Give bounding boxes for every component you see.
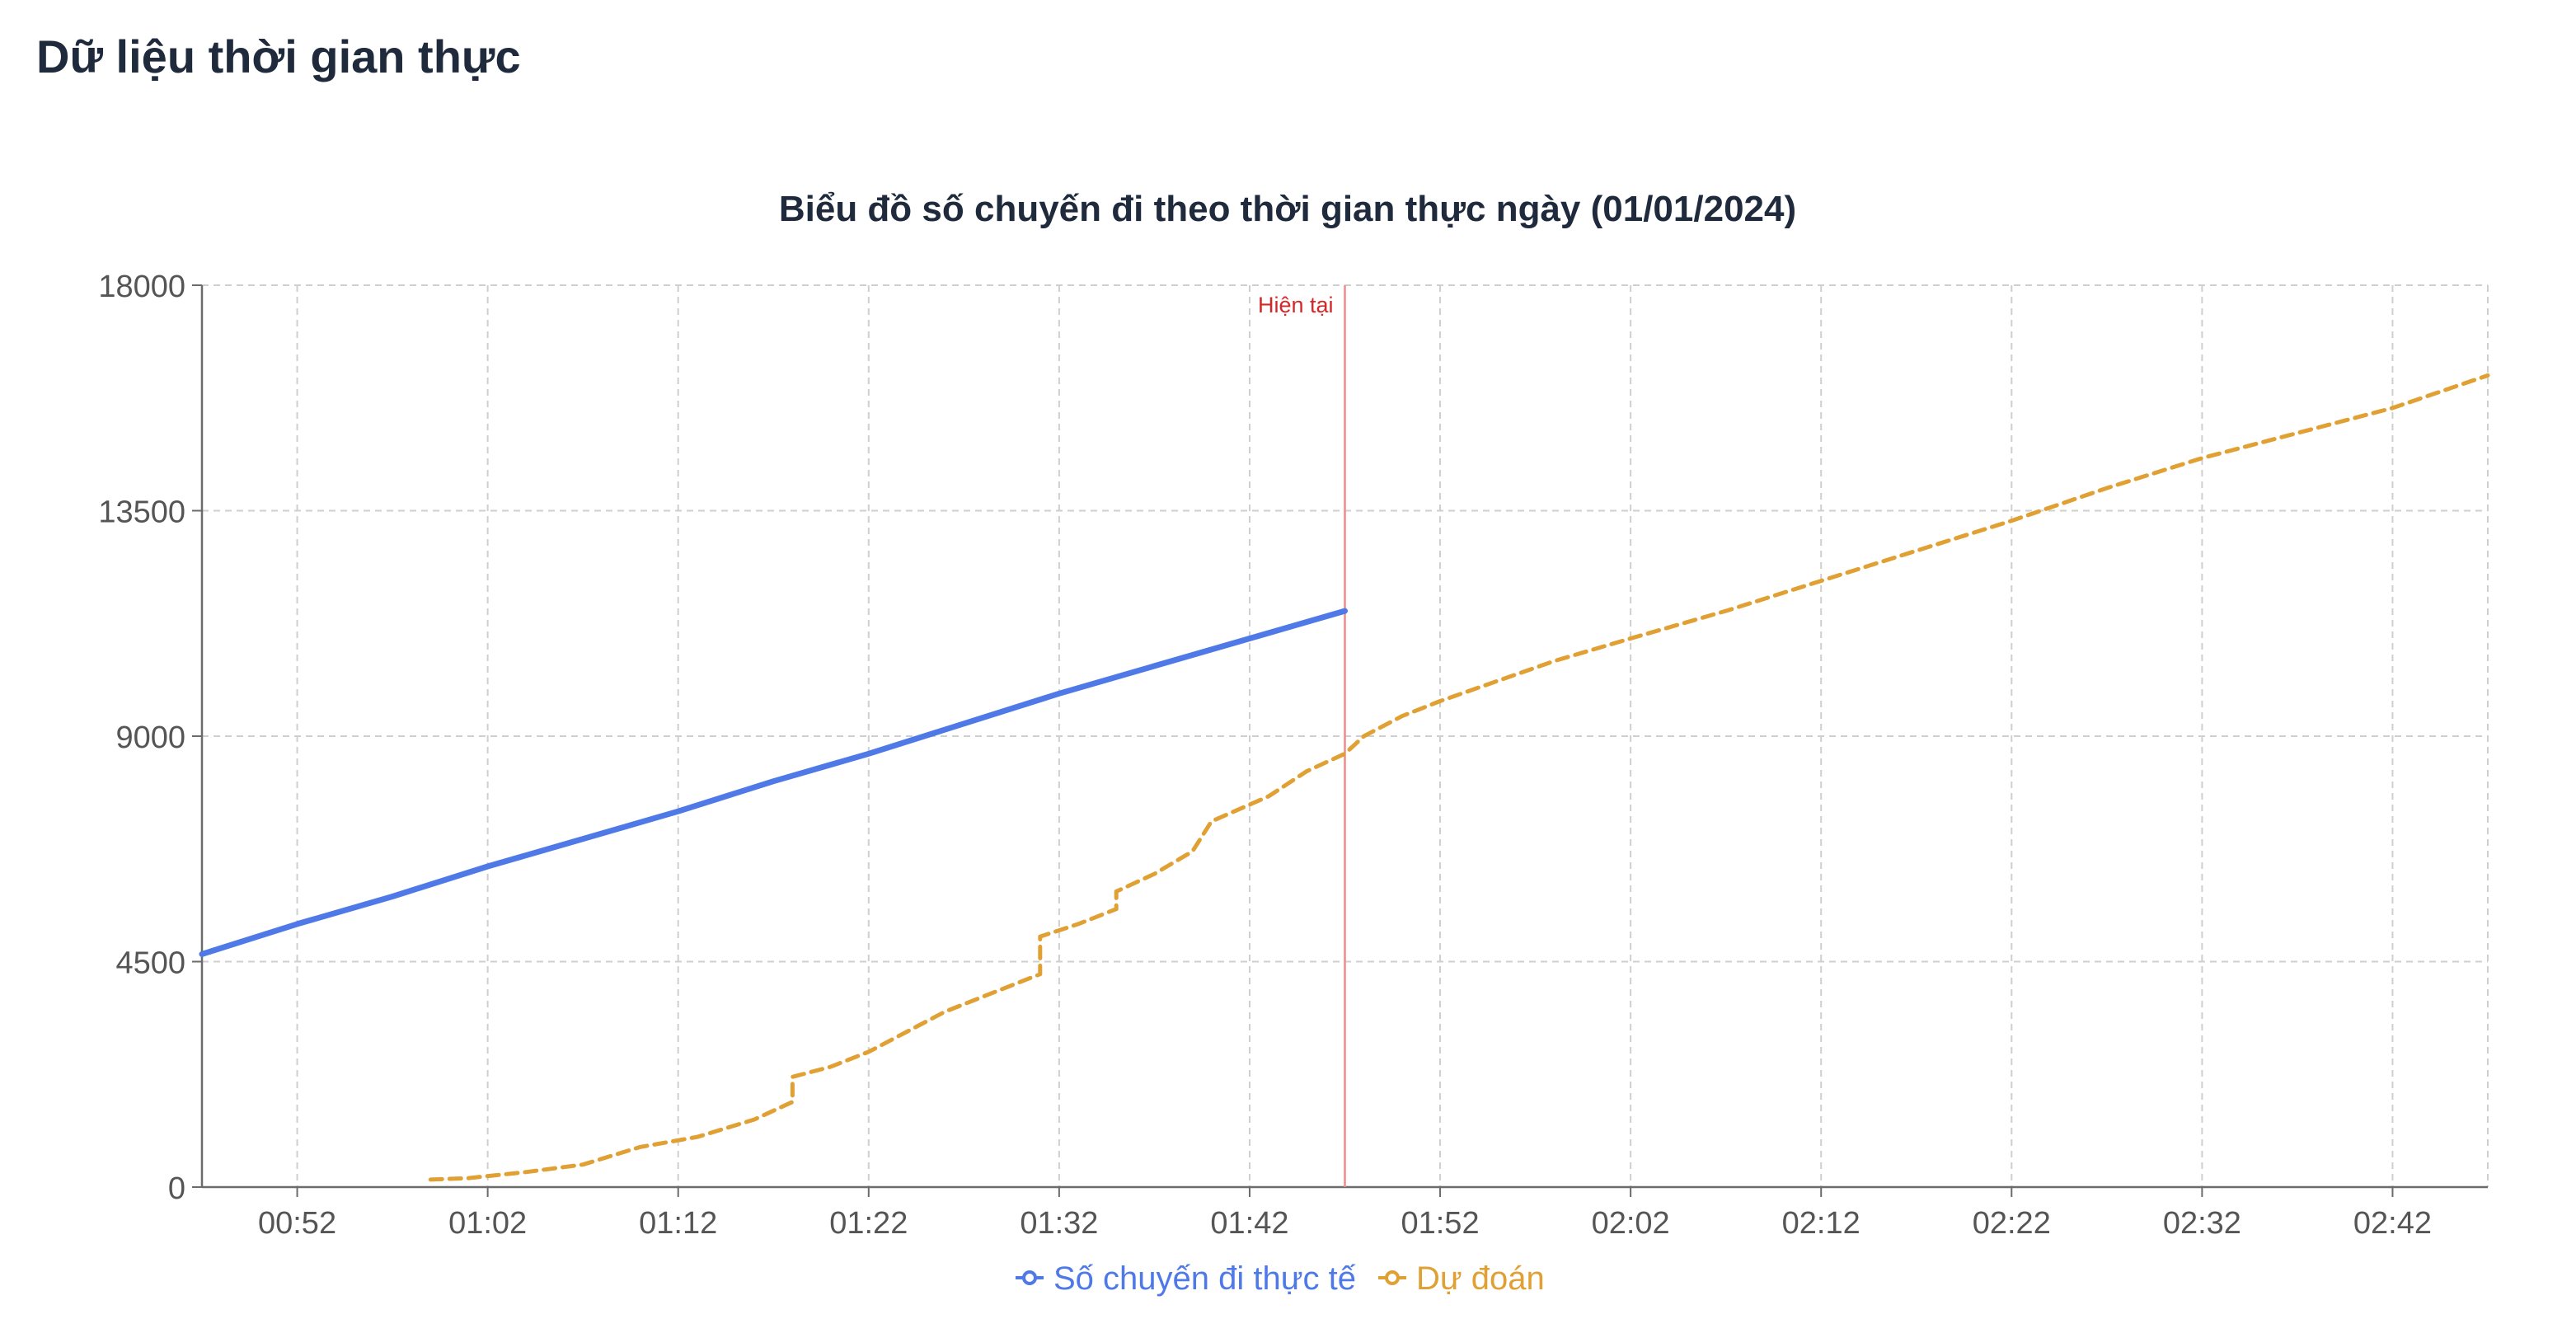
x-tick-label: 01:42 — [1210, 1206, 1288, 1241]
legend-actual-label: Số chuyến đi thực tế — [1053, 1260, 1356, 1297]
x-tick-label: 01:12 — [639, 1206, 717, 1241]
x-tick-label: 02:22 — [1973, 1206, 2051, 1241]
x-tick-label: 01:32 — [1020, 1206, 1098, 1241]
y-tick-label: 0 — [168, 1171, 185, 1206]
y-tick-label: 13500 — [98, 495, 185, 530]
series-layer — [199, 373, 2490, 1182]
series-line-0 — [199, 608, 1348, 957]
legend-forecast-marker — [1385, 1270, 1400, 1285]
legend: Số chuyến đi thực tế Dự đoán — [1016, 1260, 1545, 1297]
x-tick-label: 02:32 — [2163, 1206, 2241, 1241]
axis-layer: 0 4500 9000 13500 18000 00:52 01:02 01:12 01:22 0… — [98, 270, 2488, 1241]
legend-forecast-label: Dự đoán — [1416, 1260, 1545, 1297]
now-marker: Hiện tại — [1258, 285, 1346, 1187]
x-tick-label: 01:02 — [448, 1206, 527, 1241]
y-tick-label: 4500 — [115, 946, 185, 981]
legend-item-actual[interactable]: Số chuyến đi thực tế — [1016, 1260, 1356, 1297]
legend-item-forecast[interactable]: Dự đoán — [1378, 1260, 1545, 1297]
page-title: Dữ liệu thời gian thực — [36, 31, 521, 82]
legend-actual-marker — [1022, 1270, 1037, 1285]
chart-title: Biểu đồ số chuyến đi theo thời gian thực… — [779, 189, 1796, 229]
x-tick-label: 01:22 — [829, 1206, 908, 1241]
x-tick-label: 01:52 — [1401, 1206, 1479, 1241]
x-tick-label: 00:52 — [258, 1206, 336, 1241]
y-tick-label: 9000 — [115, 720, 185, 755]
x-tick-label: 02:42 — [2353, 1206, 2432, 1241]
x-tick-label: 02:02 — [1592, 1206, 1670, 1241]
y-tick-label: 18000 — [98, 270, 185, 304]
x-tick-label: 02:12 — [1782, 1206, 1860, 1241]
now-label: Hiện tại — [1258, 293, 1334, 317]
series-line-1 — [428, 373, 2490, 1182]
